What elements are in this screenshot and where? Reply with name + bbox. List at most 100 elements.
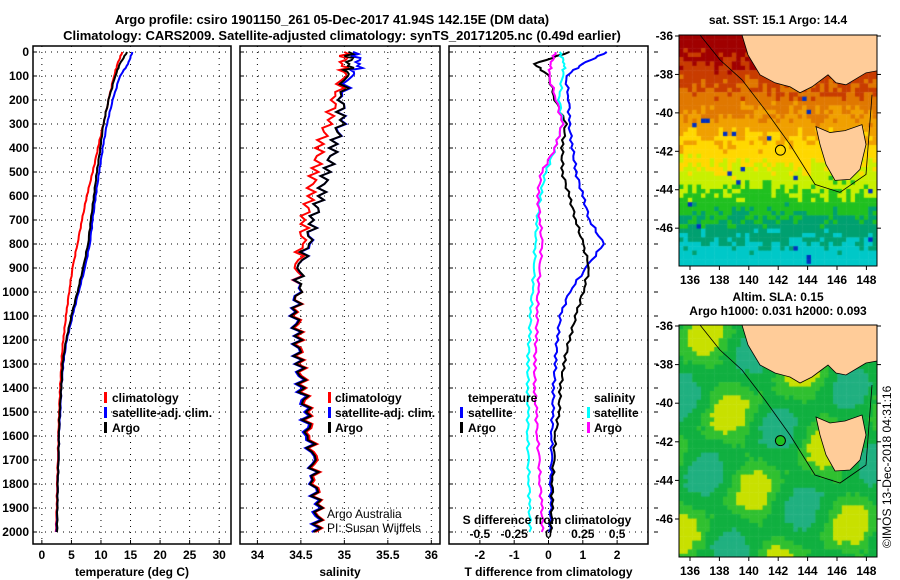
lon-tick-label: 146 — [827, 564, 847, 578]
lon-tick-label: 136 — [680, 273, 700, 287]
legend-swatch-satellite — [328, 407, 331, 418]
legend-swatch-argo — [104, 422, 107, 433]
lat-tick-label: -38 — [656, 67, 674, 81]
plot-frame — [448, 45, 649, 545]
depth-tick-label: 1500 — [2, 405, 29, 419]
legend-climatology: climatology — [335, 391, 402, 405]
depth-tick-label: 1300 — [2, 357, 29, 371]
x-tick-label: 34 — [251, 548, 265, 562]
lat-tick-label: -40 — [656, 396, 674, 410]
temperature-legend: climatology satellite-adj. clim. Argo — [104, 391, 212, 435]
s-diff-tick-label: 0.5 — [609, 527, 626, 541]
x-tick-label: 1 — [579, 548, 586, 562]
s-diff-tick-label: 0 — [545, 527, 552, 541]
s-diff-tick-label: -0.5 — [470, 527, 491, 541]
legend-t-argo: Argo — [468, 421, 496, 435]
argo-float-marker — [774, 144, 786, 156]
x-tick-label: 15 — [124, 548, 138, 562]
depth-tick-label: 100 — [9, 69, 29, 83]
x-tick-label: 36 — [425, 548, 439, 562]
depth-tick-label: 400 — [9, 141, 29, 155]
legend-swatch-t-satellite — [460, 407, 463, 418]
s-diff-tick-label: 0.25 — [571, 527, 595, 541]
land-mainland — [741, 324, 878, 384]
sla-map-title: Altim. SLA: 0.15 — [732, 290, 824, 304]
depth-tick-label: 1900 — [2, 501, 29, 515]
legend-s-satellite: satellite — [594, 406, 639, 420]
land-mainland — [741, 34, 878, 94]
sla-map-subtitle: Argo h1000: 0.031 h2000: 0.093 — [689, 304, 867, 318]
legend-swatch-climatology — [328, 392, 331, 403]
x-tick-label: -1 — [509, 548, 520, 562]
series-line-satellite-adj-clim- — [55, 51, 134, 533]
depth-tick-label: 1700 — [2, 453, 29, 467]
series-line-salinity-satellite — [525, 51, 567, 533]
figure-title: Argo profile: csiro 1901150_261 05-Dec-2… — [115, 12, 549, 27]
figure-subtitle: Climatology: CARS2009. Satellite-adjuste… — [63, 28, 621, 43]
depth-tick-label: 500 — [9, 165, 29, 179]
legend-satellite: satellite-adj. clim. — [112, 406, 212, 420]
lat-tick-label: -44 — [656, 183, 674, 197]
bathymetry-contour — [699, 324, 873, 484]
depth-tick-label: 1000 — [2, 285, 29, 299]
depth-tick-label: 200 — [9, 93, 29, 107]
lat-tick-label: -36 — [656, 29, 674, 43]
series-line-salinity-argo — [532, 51, 565, 533]
s-diff-tick-label: -0.25 — [501, 527, 529, 541]
x-tick-label: 30 — [212, 548, 226, 562]
depth-tick-label: 1800 — [2, 477, 29, 491]
lon-tick-label: 140 — [739, 564, 759, 578]
lat-tick-label: -44 — [656, 473, 674, 487]
salinity-panel: 34 34.5 35 35.5 36 salinity — [239, 45, 441, 579]
depth-tick-label: 700 — [9, 213, 29, 227]
series-line-argo — [288, 51, 357, 533]
legend-argo: Argo — [112, 421, 140, 435]
lat-tick-label: -42 — [656, 144, 674, 158]
lat-tick-label: -46 — [656, 512, 674, 526]
lon-tick-label: 144 — [798, 273, 818, 287]
salinity-legend: climatology satellite-adj. clim. Argo — [328, 391, 435, 435]
legend-salinity-heading: salinity — [594, 391, 636, 405]
x-axis-label: salinity — [319, 565, 361, 579]
depth-tick-label: 2000 — [2, 525, 29, 539]
credit-line2: PI: Susan Wijffels — [327, 521, 421, 535]
x-tick-label: 35 — [338, 548, 352, 562]
x-tick-label: 20 — [153, 548, 167, 562]
legend-swatch-t-argo — [460, 422, 463, 433]
imos-watermark: ©IMOS 13-Dec-2018 04:31:16 — [880, 385, 894, 548]
lon-tick-label: 142 — [768, 273, 788, 287]
lon-tick-label: 138 — [709, 273, 729, 287]
lat-tick-label: -46 — [656, 221, 674, 235]
lat-tick-label: -36 — [656, 319, 674, 333]
land-tasmania — [815, 124, 867, 181]
x-tick-label: 0 — [545, 548, 552, 562]
series-line-temperature-argo — [532, 51, 590, 533]
series-line-temperature-satellite — [547, 51, 608, 533]
legend-temperature-heading: temperature — [468, 391, 538, 405]
x-tick-label: 0 — [39, 548, 46, 562]
legend-t-satellite: satellite — [468, 406, 513, 420]
x-tick-label: 5 — [68, 548, 75, 562]
x-tick-label: 2 — [614, 548, 621, 562]
x-tick-label: 25 — [183, 548, 197, 562]
x-tick-label: 10 — [94, 548, 108, 562]
x-axis-label: temperature (deg C) — [75, 565, 189, 579]
plot-frame — [32, 45, 232, 545]
legend-swatch-s-argo — [587, 422, 590, 433]
legend-swatch-argo — [328, 422, 331, 433]
legend-satellite: satellite-adj. clim. — [335, 406, 435, 420]
lon-tick-label: 140 — [739, 273, 759, 287]
legend-swatch-satellite — [104, 407, 107, 418]
lon-tick-label: 146 — [827, 273, 847, 287]
depth-tick-label: 1100 — [3, 309, 29, 323]
legend-swatch-s-satellite — [587, 407, 590, 418]
depth-tick-label: 600 — [9, 189, 29, 203]
x-tick-label: 34.5 — [289, 548, 313, 562]
difference-panel: -2 -1 0 1 2 -0.5 -0.25 0 0.25 0.5 T difference fro… — [448, 45, 658, 579]
difference-legend: temperature satellite Argo salinity sate… — [460, 391, 639, 435]
land-tasmania — [815, 414, 867, 472]
lon-tick-label: 144 — [798, 564, 818, 578]
depth-tick-label: 800 — [9, 237, 29, 251]
lon-tick-label: 148 — [856, 273, 876, 287]
